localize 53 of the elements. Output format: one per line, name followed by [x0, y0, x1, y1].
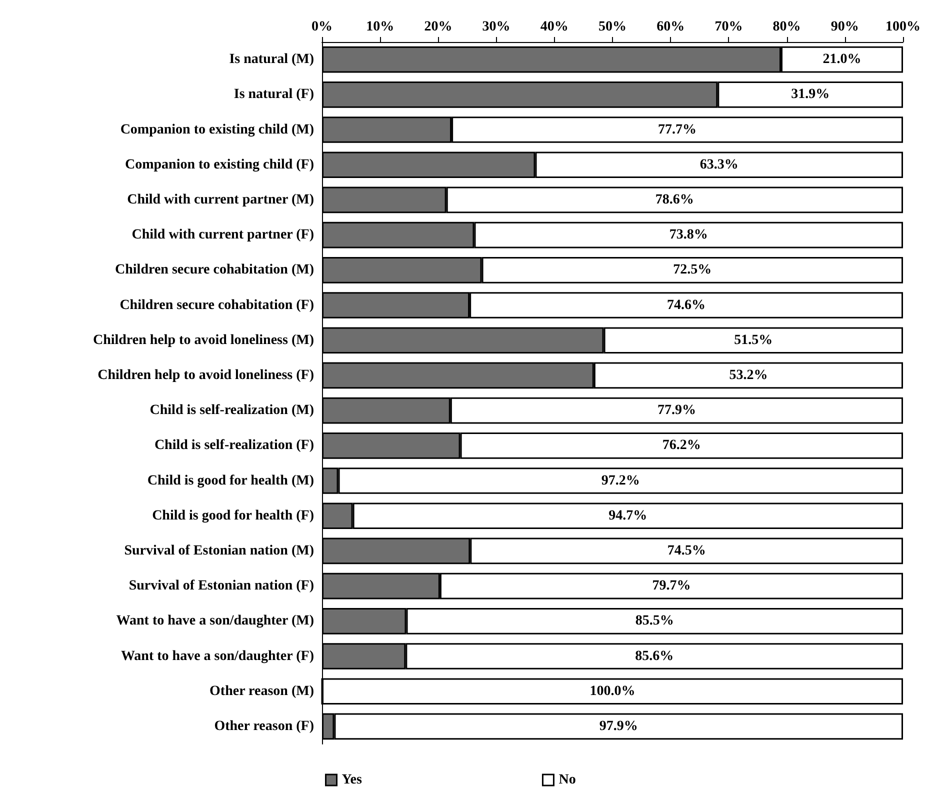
y-tick-label: Want to have a son/daughter (M) [116, 614, 314, 629]
data-label: 73.8% [669, 228, 708, 243]
y-tick-label: Child with current partner (M) [127, 192, 314, 208]
x-tick-label: 80% [772, 20, 801, 34]
legend-label: Yes [342, 772, 363, 788]
data-label: 85.5% [635, 614, 674, 629]
x-tick-label: 90% [830, 20, 859, 34]
y-tick-label: Survival of Estonian nation (M) [124, 543, 314, 558]
data-label: 72.5% [673, 262, 712, 278]
data-label: 97.2% [601, 473, 640, 488]
y-tick-label: Companion to existing child (F) [124, 157, 314, 172]
data-label: 79.7% [652, 578, 691, 594]
data-label: 100.0% [590, 684, 636, 699]
y-tick-label: Child is good for health (F) [152, 508, 314, 524]
data-label: 94.7% [608, 508, 648, 524]
y-tick-label: Child is good for health (M) [147, 473, 314, 488]
y-tick-label: Child is self-realization (M) [150, 403, 314, 418]
x-tick-label: 20% [424, 20, 452, 34]
x-tick-label: 50% [598, 20, 626, 34]
x-tick-label: 10% [366, 20, 394, 34]
data-label: 78.6% [655, 192, 694, 208]
legend-label: No [558, 772, 576, 788]
data-label: 74.5% [667, 543, 706, 558]
y-tick-label: Child with current partner (F) [132, 228, 314, 243]
y-tick-label: Other reason (F) [214, 718, 314, 734]
y-tick-label: Other reason (M) [210, 684, 314, 699]
data-label: 77.9% [657, 403, 696, 418]
y-tick-label: Companion to existing child (M) [120, 122, 314, 138]
y-tick-label: Children secure cohabitation (M) [115, 262, 314, 278]
data-label: 76.2% [662, 438, 701, 454]
y-tick-label: Children help to avoid loneliness (M) [92, 332, 314, 348]
x-tick-label: 70% [714, 20, 743, 34]
data-label: 97.9% [599, 718, 638, 734]
data-label: 31.9% [791, 87, 830, 102]
data-label: 85.6% [635, 648, 674, 664]
y-tick-label: Is natural (M) [229, 52, 314, 68]
x-tick-label: 0% [312, 20, 332, 34]
y-tick-label: Child is self-realization (F) [154, 438, 314, 454]
x-tick-label: 40% [540, 20, 568, 34]
data-label: 74.6% [667, 298, 706, 313]
y-tick-label: Survival of Estonian nation (F) [128, 578, 314, 594]
x-tick-label: 60% [656, 20, 685, 34]
data-label: 21.0% [822, 52, 862, 68]
data-label: 53.2% [729, 368, 768, 383]
y-tick-label: Want to have a son/daughter (F) [120, 648, 314, 664]
x-tick-label: 30% [482, 20, 510, 34]
y-tick-label: Children help to avoid loneliness (F) [98, 368, 314, 383]
x-tick-label: 100% [886, 20, 920, 34]
y-tick-label: Children secure cohabitation (F) [120, 298, 314, 313]
data-label: 51.5% [734, 332, 773, 348]
data-label: 63.3% [700, 157, 738, 172]
y-tick-label: Is natural (F) [234, 87, 314, 102]
data-label: 77.7% [658, 122, 697, 138]
